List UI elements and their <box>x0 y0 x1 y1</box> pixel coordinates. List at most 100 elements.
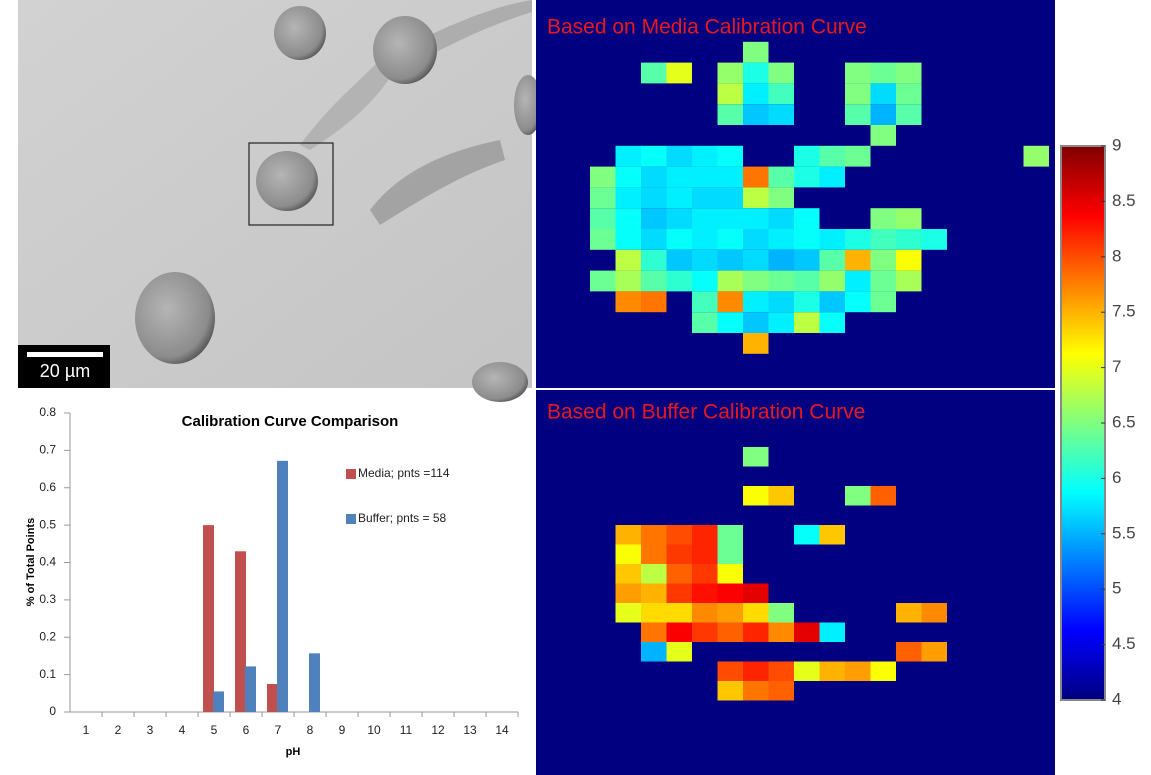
heatmap-cell <box>717 270 743 292</box>
colorbar-tick-label: 8 <box>1112 246 1121 265</box>
heatmap-cell <box>819 661 845 681</box>
heatmap-cell <box>845 145 871 167</box>
x-tick-label: 2 <box>115 723 122 737</box>
heatmap-cell <box>870 661 896 681</box>
heatmap-cell <box>666 270 692 292</box>
heatmap-cell <box>794 661 820 681</box>
heatmap-cell <box>768 681 794 701</box>
heatmap-cell <box>641 249 667 271</box>
heatmap-cell <box>717 661 743 681</box>
heatmap-cell <box>743 312 769 333</box>
heatmap-cell <box>743 41 769 63</box>
heatmap-cell <box>819 312 845 333</box>
heatmap-cell <box>692 187 718 209</box>
heatmap-cell <box>641 622 667 642</box>
y-axis-label: % of Total Points <box>25 518 37 606</box>
heatmap-cell <box>717 104 743 125</box>
heatmap-cell <box>666 642 692 662</box>
colorbar-tick-label: 5.5 <box>1112 523 1136 542</box>
heatmap-cell <box>921 642 947 662</box>
heatmap-cell <box>845 661 871 681</box>
bar <box>203 525 214 712</box>
heatmap-cell <box>615 166 641 188</box>
heatmap-cell <box>666 229 692 250</box>
heatmap-cell <box>615 291 641 313</box>
heatmap-cell <box>615 249 641 271</box>
heatmap-cell <box>794 312 820 333</box>
heatmap-cell <box>666 145 692 167</box>
heatmap-cell <box>870 83 896 105</box>
heatmap-cell <box>615 603 641 623</box>
x-tick-label: 11 <box>400 723 413 737</box>
heatmap-cell <box>921 603 947 623</box>
bar <box>309 653 320 712</box>
heatmap-cell <box>870 62 896 84</box>
chart-title: Calibration Curve Comparison <box>182 413 399 430</box>
heatmap-cell <box>870 270 896 292</box>
heatmap-cell <box>666 208 692 229</box>
heatmap-cell <box>641 208 667 229</box>
heatmap: Based on Buffer Calibration Curve <box>536 390 1055 775</box>
y-tick-label: 0.7 <box>39 443 56 457</box>
heatmap-cell <box>768 312 794 333</box>
x-tick-label: 9 <box>339 723 346 737</box>
heatmap-cell <box>794 145 820 167</box>
heatmap-cell <box>819 249 845 271</box>
heatmap-cell <box>717 622 743 642</box>
x-tick-label: 4 <box>179 723 186 737</box>
heatmap-background <box>536 390 1055 775</box>
heatmap-cell <box>794 525 820 545</box>
heatmap-cell <box>845 249 871 271</box>
x-tick-label: 13 <box>463 723 477 737</box>
heatmap-cell <box>819 145 845 167</box>
heatmap-cell <box>590 187 616 209</box>
heatmap-cell <box>870 229 896 250</box>
heatmap-cell <box>666 622 692 642</box>
heatmap-cell <box>590 270 616 292</box>
heatmap-cell <box>743 83 769 105</box>
heatmap-cell <box>794 166 820 188</box>
heatmap-cell <box>768 62 794 84</box>
heatmap-cell <box>743 229 769 250</box>
bar <box>235 551 246 712</box>
colorbar-tick-label: 7.5 <box>1112 302 1136 321</box>
heatmap-cell <box>717 62 743 84</box>
bar <box>267 683 278 712</box>
heatmap-cell <box>641 642 667 662</box>
heatmap-cell <box>743 622 769 642</box>
heatmap-cell <box>717 544 743 564</box>
heatmap-cell <box>615 583 641 603</box>
heatmap-cell <box>590 166 616 188</box>
heatmap-cell <box>692 564 718 584</box>
heatmap-cell <box>743 603 769 623</box>
heatmap-cell <box>845 62 871 84</box>
heatmap-cell <box>717 564 743 584</box>
heatmap-cell <box>794 622 820 642</box>
heatmap-cell <box>666 62 692 84</box>
heatmap-cell <box>666 603 692 623</box>
heatmap-cell <box>743 486 769 506</box>
heatmap-cell <box>641 603 667 623</box>
x-tick-label: 3 <box>147 723 154 737</box>
heatmap-cell <box>896 208 922 229</box>
heatmap-cell <box>768 166 794 188</box>
heatmap-cell <box>692 583 718 603</box>
x-axis-label: pH <box>286 746 301 758</box>
heatmap-cell <box>845 229 871 250</box>
heatmap-cell <box>717 249 743 271</box>
heatmap-cell <box>615 525 641 545</box>
heatmap-cell <box>870 486 896 506</box>
heatmap-cell <box>717 229 743 250</box>
heatmap-cell <box>717 312 743 333</box>
legend-swatch <box>346 469 356 479</box>
heatmap-cell <box>692 208 718 229</box>
heatmap-cell <box>870 291 896 313</box>
heatmap-cell <box>590 208 616 229</box>
heatmap-cell <box>615 187 641 209</box>
heatmap-cell <box>896 83 922 105</box>
legend-swatch <box>346 514 356 524</box>
heatmap-cell <box>590 229 616 250</box>
heatmap-title: Based on Buffer Calibration Curve <box>547 401 865 424</box>
heatmap-cell <box>717 291 743 313</box>
